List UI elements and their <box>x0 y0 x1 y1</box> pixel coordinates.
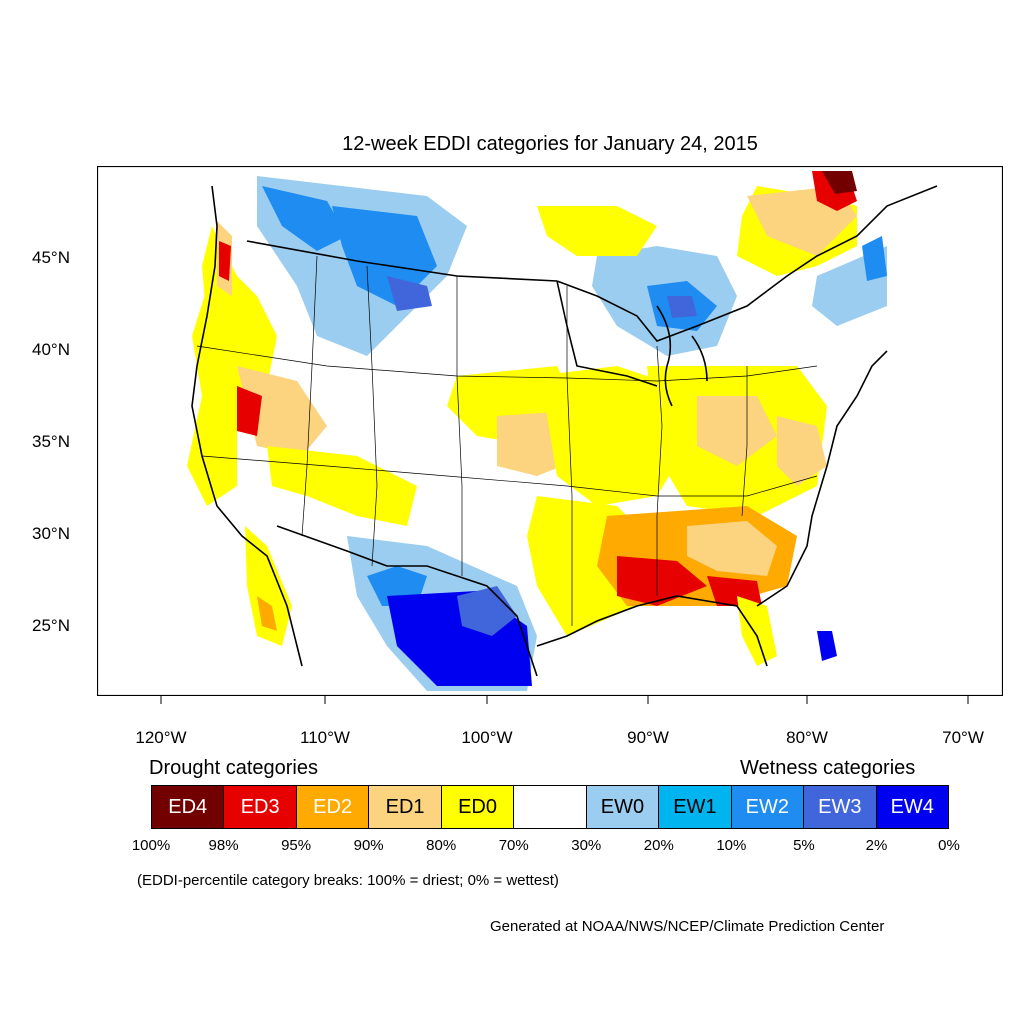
lat-label: 35°N <box>32 432 70 451</box>
lat-label: 30°N <box>32 524 70 543</box>
legend-colorbar: ED4 ED3 ED2 ED1 ED0 EW0 EW1 EW2 EW3 EW4 <box>151 785 949 829</box>
legend-cell: EW0 <box>586 786 660 828</box>
legend-break-label: 2% <box>865 837 888 854</box>
legend-break-label: 95% <box>281 837 312 854</box>
wet-regions <box>257 176 887 691</box>
legend-cell: ED0 <box>441 786 515 828</box>
legend-cell: EW3 <box>804 786 877 828</box>
legend-break-label: 80% <box>426 837 457 854</box>
legend-cell: EW4 <box>876 786 948 828</box>
dry-regions <box>187 171 857 666</box>
legend-break-label: 0% <box>938 837 960 854</box>
legend-break-label: 30% <box>571 837 602 854</box>
state-lines <box>196 255 818 626</box>
lon-label: 120°W <box>135 728 187 747</box>
lon-label: 70°W <box>942 728 984 747</box>
legend-cell: EW2 <box>731 786 805 828</box>
lat-label: 45°N <box>32 248 70 267</box>
legend-cell: ED4 <box>152 786 225 828</box>
wetness-heading: Wetness categories <box>740 757 916 779</box>
lat-label: 40°N <box>32 340 70 359</box>
legend-cell: ED2 <box>296 786 370 828</box>
legend-note: (EDDI-percentile category breaks: 100% =… <box>137 872 559 889</box>
lon-label: 100°W <box>461 728 513 747</box>
map-title: 12-week EDDI categories for January 24, … <box>342 133 758 155</box>
legend-break-label: 100% <box>131 837 171 854</box>
drought-heading: Drought categories <box>149 757 318 779</box>
legend-break-label: 70% <box>498 837 529 854</box>
legend-cell <box>514 786 587 828</box>
lon-ticks <box>160 696 969 704</box>
lat-label: 25°N <box>32 616 70 635</box>
lon-label: 110°W <box>300 728 350 747</box>
legend-cell: ED3 <box>224 786 297 828</box>
legend-break-label: 10% <box>716 837 747 854</box>
lon-label: 90°W <box>627 728 669 747</box>
legend-break-label: 5% <box>793 837 815 854</box>
legend-cell: EW1 <box>659 786 732 828</box>
legend-break-label: 90% <box>353 837 384 854</box>
legend-break-label: 98% <box>208 837 239 854</box>
legend-break-label: 20% <box>643 837 674 854</box>
credit-line: Generated at NOAA/NWS/NCEP/Climate Predi… <box>490 918 885 935</box>
legend-cell: ED1 <box>369 786 442 828</box>
lon-label: 80°W <box>786 728 828 747</box>
eddi-map <box>97 166 1003 696</box>
